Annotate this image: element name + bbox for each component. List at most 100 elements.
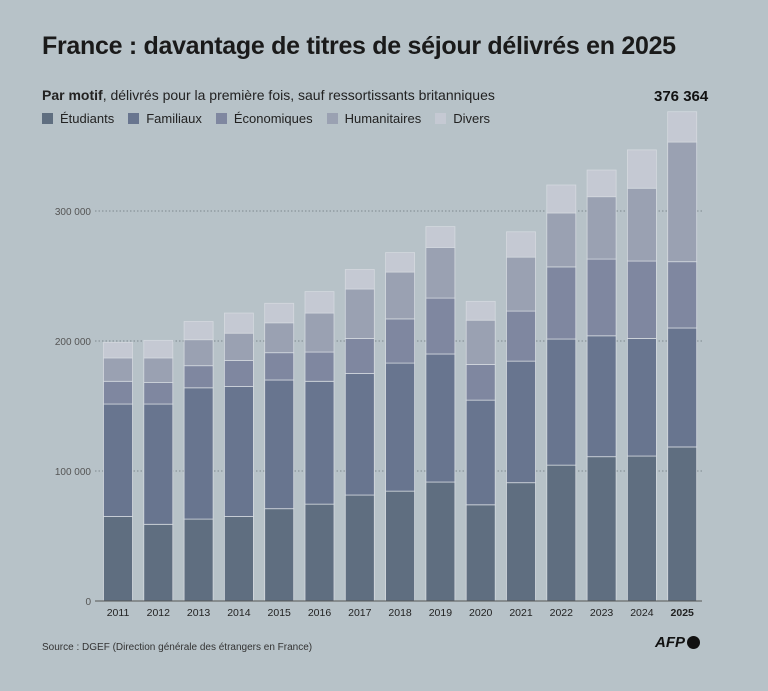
legend-item: Humanitaires — [326, 111, 422, 126]
legend: Étudiants Familiaux Économiques Humanitaire… — [42, 111, 490, 126]
bar-segment — [264, 379, 295, 510]
bar-segment — [627, 260, 657, 339]
bar-segment — [425, 226, 456, 248]
bar-segment — [183, 387, 214, 520]
legend-swatch — [128, 113, 140, 124]
bar-segment — [223, 516, 254, 602]
bar-segment — [425, 481, 456, 602]
bar-segment — [103, 357, 133, 382]
total-annotation: 376 364 — [654, 88, 709, 105]
bar-segment — [344, 494, 375, 602]
bar-segment — [385, 318, 416, 364]
bar-segment — [667, 327, 698, 448]
bar-segment — [183, 518, 214, 602]
bar-segment — [103, 380, 133, 405]
bar-segment — [264, 352, 295, 381]
legend-swatch — [326, 113, 338, 124]
afp-logo: AFP — [655, 634, 700, 651]
legend-label: Économiques — [233, 111, 313, 126]
bar-segment — [627, 337, 657, 457]
bar-segment — [223, 332, 254, 361]
bar-segment — [344, 337, 375, 374]
bar-segment — [385, 271, 416, 320]
x-tick-label: 2023 — [590, 607, 614, 619]
bar-segment — [465, 319, 496, 365]
bar-segment — [143, 403, 174, 525]
x-tick-label: 2013 — [187, 607, 211, 619]
subtitle-bold: Par motif — [42, 87, 103, 103]
bar-segment — [183, 339, 214, 367]
bar-segment — [546, 266, 577, 340]
x-tick-label: 2022 — [550, 607, 574, 619]
x-tick-label: 2012 — [147, 607, 171, 619]
y-tick-label: 100 000 — [55, 467, 92, 478]
bar-segment — [264, 302, 295, 324]
bar-segment — [506, 256, 536, 312]
x-tick-label: 2016 — [308, 607, 332, 619]
bar-segment — [304, 351, 335, 382]
bar-segment — [143, 523, 174, 602]
bar-segment — [103, 341, 133, 359]
legend-label: Étudiants — [60, 111, 115, 126]
x-tick-label: 2015 — [268, 607, 292, 619]
subtitle-rest: , délivrés pour la première fois, sauf r… — [102, 87, 495, 103]
bar-segment — [667, 446, 698, 602]
bar-segment — [586, 196, 617, 260]
bar-segment — [586, 169, 617, 198]
bar-segment — [304, 291, 335, 314]
x-tick-label: 2021 — [509, 607, 533, 619]
x-tick-label: 2014 — [227, 607, 251, 619]
y-tick-label: 200 000 — [55, 337, 92, 348]
bar-segment — [304, 380, 335, 505]
bar-segment — [304, 312, 335, 353]
legend-swatch — [42, 113, 53, 124]
bar-segment — [506, 482, 536, 602]
bar-segment — [667, 111, 698, 143]
bar-segment — [506, 231, 536, 258]
bar-segment — [425, 353, 456, 483]
bar-segment — [143, 382, 174, 405]
bar-segment — [223, 360, 254, 387]
bar-segment — [425, 246, 456, 299]
bar-segment — [586, 456, 617, 602]
bar-segment — [344, 269, 375, 290]
x-tick-label: 2017 — [348, 607, 372, 619]
bar-segment — [344, 288, 375, 339]
bar-segment — [465, 300, 496, 321]
x-tick-label: 2019 — [429, 607, 453, 619]
bar-segment — [385, 490, 416, 602]
bar-segment — [143, 339, 174, 359]
bar-segment — [385, 362, 416, 492]
bar-segment — [183, 365, 214, 389]
bar-segment — [627, 187, 657, 262]
y-tick-label: 0 — [85, 597, 91, 608]
bar-segment — [223, 386, 254, 517]
source-note: Source : DGEF (Direction générale des ét… — [42, 642, 313, 653]
y-tick-label: 300 000 — [55, 207, 92, 218]
bar-segment — [223, 312, 254, 334]
legend-swatch — [435, 113, 447, 124]
bar-segment — [385, 252, 416, 273]
bar-segment — [103, 403, 133, 517]
bar-segment — [465, 504, 496, 602]
legend-item: Familiaux — [128, 111, 202, 126]
bar-segment — [103, 516, 133, 602]
legend-item: Économiques — [215, 111, 313, 126]
bar-segment — [506, 310, 536, 362]
bar-segment — [586, 335, 617, 458]
bar-segment — [506, 360, 536, 484]
x-tick-label: 2025 — [671, 607, 695, 619]
legend-label: Familiaux — [146, 111, 202, 126]
bar-segment — [465, 363, 496, 401]
legend-label: Humanitaires — [344, 111, 422, 126]
bar-segment — [627, 149, 657, 189]
bar-segment — [344, 373, 375, 496]
x-tick-label: 2024 — [630, 607, 654, 619]
bar-segment — [183, 321, 214, 341]
bar-segment — [264, 508, 295, 602]
x-tick-label: 2011 — [107, 607, 130, 619]
bar-segment — [546, 464, 577, 602]
bar-segment — [586, 258, 617, 337]
